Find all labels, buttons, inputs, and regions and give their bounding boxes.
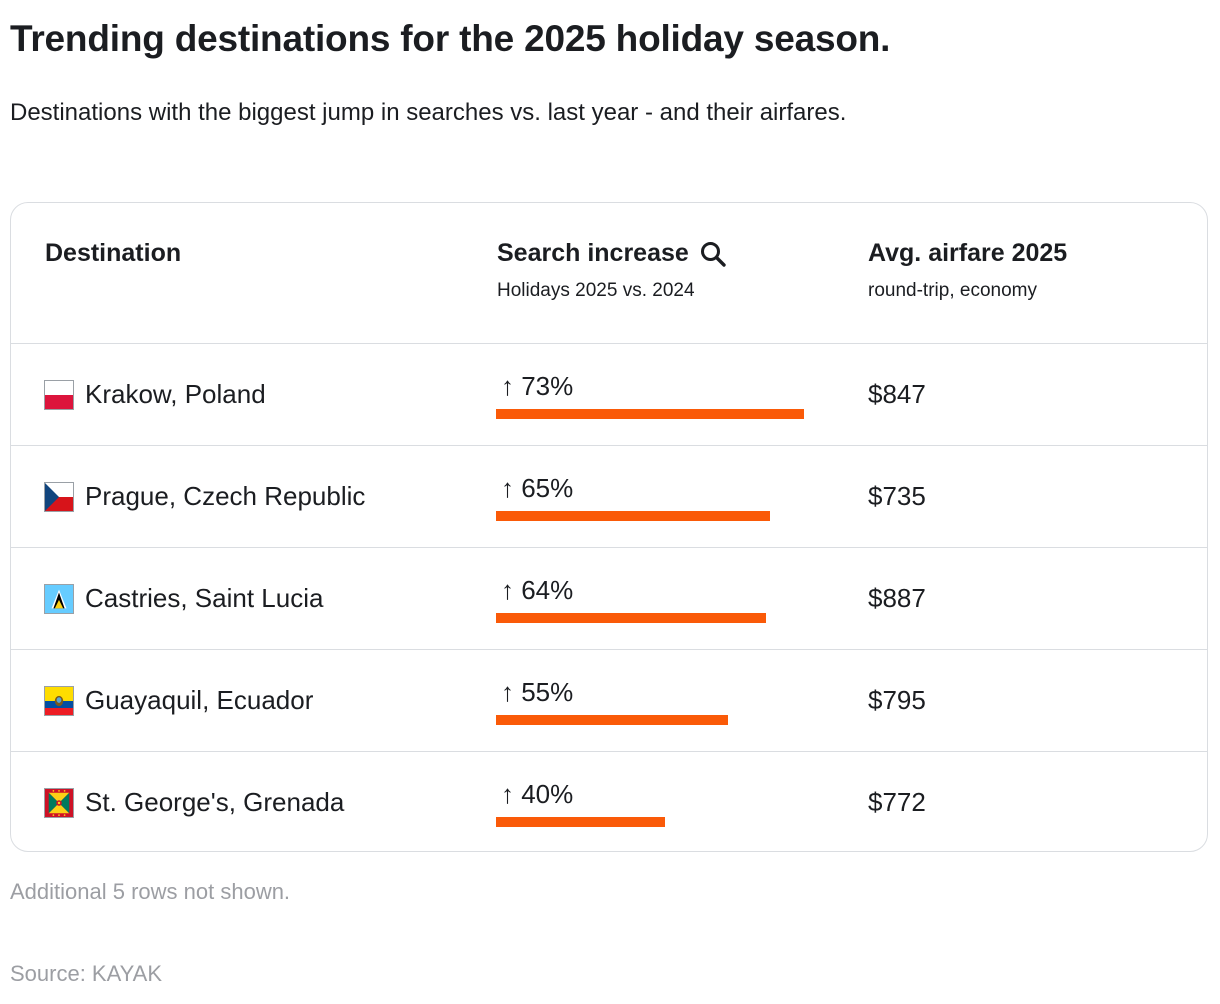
search-increase-bar xyxy=(496,715,728,725)
search-icon xyxy=(699,240,727,268)
destinations-table: Destination Search increase Holidays 202… xyxy=(10,202,1208,852)
page-subtitle: Destinations with the biggest jump in se… xyxy=(10,99,847,126)
destination-name: St. George's, Grenada xyxy=(85,787,345,817)
poland-flag-icon xyxy=(44,379,74,410)
source-credit: Source: KAYAK xyxy=(10,961,163,986)
search-increase-bar xyxy=(496,613,766,623)
search-increase-bar xyxy=(496,511,770,521)
airfare-value: $847 xyxy=(868,379,926,409)
table-row: Prague, Czech Republic ↑ 65% $735 xyxy=(11,446,1207,548)
airfare-value: $795 xyxy=(868,685,926,715)
czech-flag-icon xyxy=(44,481,74,512)
header-airfare-label: Avg. airfare 2025 xyxy=(868,239,1068,267)
search-increase-value: ↑ 55% xyxy=(501,677,574,707)
table-row: Guayaquil, Ecuador ↑ 55% $795 xyxy=(11,650,1207,752)
destination-name: Castries, Saint Lucia xyxy=(85,583,324,613)
rows-not-shown-note: Additional 5 rows not shown. xyxy=(10,879,291,904)
table-row: St. George's, Grenada ↑ 40% $772 xyxy=(11,752,1207,851)
ecuador-flag-icon xyxy=(44,685,74,716)
table-header: Destination Search increase Holidays 202… xyxy=(11,203,1207,344)
destination-name: Krakow, Poland xyxy=(85,379,266,409)
header-search-increase-sub: Holidays 2025 vs. 2024 xyxy=(497,280,695,301)
search-increase-value: ↑ 64% xyxy=(501,575,574,605)
header-search-increase: Search increase Holidays 2025 vs. 2024 xyxy=(497,239,727,302)
header-airfare-sub: round-trip, economy xyxy=(868,280,1037,301)
search-increase-bar xyxy=(496,817,665,827)
airfare-value: $772 xyxy=(868,787,926,817)
header-destination: Destination xyxy=(45,239,181,268)
search-increase-bar xyxy=(496,409,804,419)
grenada-flag-icon xyxy=(44,787,74,818)
search-increase-value: ↑ 40% xyxy=(501,779,574,809)
page-title: Trending destinations for the 2025 holid… xyxy=(10,18,891,59)
search-increase-value: ↑ 73% xyxy=(501,371,574,401)
header-airfare: Avg. airfare 2025 round-trip, economy xyxy=(868,239,1067,302)
table-row: Castries, Saint Lucia ↑ 64% $887 xyxy=(11,548,1207,650)
airfare-value: $887 xyxy=(868,583,926,613)
search-increase-value: ↑ 65% xyxy=(501,473,574,503)
header-search-increase-label: Search increase xyxy=(497,239,689,267)
table-row: Krakow, Poland ↑ 73% $847 xyxy=(11,344,1207,446)
destination-name: Guayaquil, Ecuador xyxy=(85,685,314,715)
saint-lucia-flag-icon xyxy=(44,583,74,614)
airfare-value: $735 xyxy=(868,481,926,511)
destination-name: Prague, Czech Republic xyxy=(85,481,366,511)
header-destination-label: Destination xyxy=(45,239,182,267)
